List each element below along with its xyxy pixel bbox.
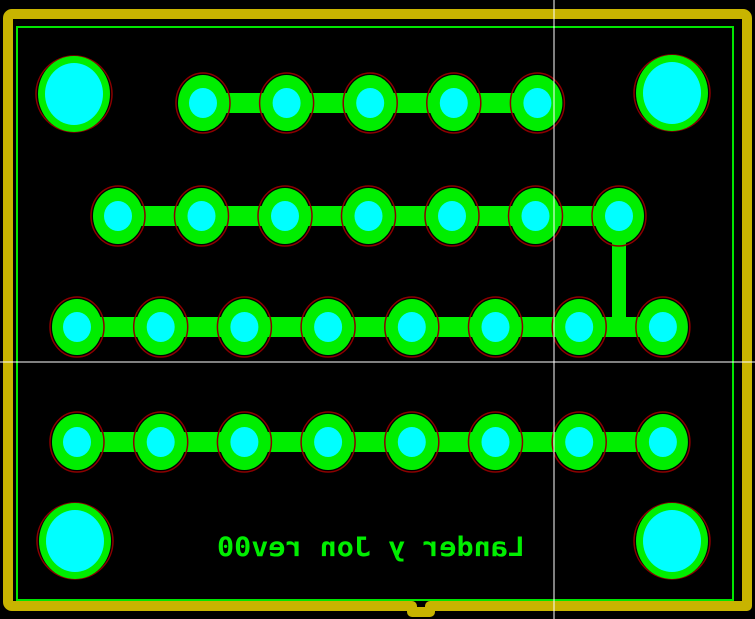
silkscreen-label: Lander y Jon rev00 (217, 532, 525, 563)
row-4-pad-7-drill (565, 427, 593, 457)
row-4-pad-2-drill (147, 427, 175, 457)
row-3-pad-5-drill (398, 312, 426, 342)
row-2-pad-4-drill (355, 201, 383, 231)
mounting-hole-top-left-drill (45, 63, 103, 125)
row-2-pad-7-drill (605, 201, 633, 231)
row-4-pad-4-drill (314, 427, 342, 457)
row-1-pad-2-drill (273, 88, 301, 118)
row-3-pad-7-drill (565, 312, 593, 342)
row-4-pad-5-drill (398, 427, 426, 457)
row-2-pad-6-drill (522, 201, 550, 231)
row-3-pad-6-drill (482, 312, 510, 342)
row-2-pad-5-drill (438, 201, 466, 231)
row-1-pad-1-drill (189, 88, 217, 118)
mounting-hole-top-right-drill (643, 62, 701, 124)
row-2-pad-3-drill (271, 201, 299, 231)
row-4-pad-6-drill (482, 427, 510, 457)
row-1-pad-4-drill (440, 88, 468, 118)
row-3-pad-8-drill (649, 312, 677, 342)
row-4-pad-3-drill (230, 427, 258, 457)
row-2-pad-2-drill (188, 201, 216, 231)
row-3-pad-1-drill (63, 312, 91, 342)
mounting-hole-bottom-right-drill (643, 510, 701, 572)
row-3-pad-4-drill (314, 312, 342, 342)
row-1-pad-5-drill (523, 88, 551, 118)
row-3-pad-3-drill (230, 312, 258, 342)
row-4-pad-1-drill (63, 427, 91, 457)
mounting-hole-bottom-left-drill (46, 510, 104, 572)
row-1-pad-3-drill (356, 88, 384, 118)
row-3-pad-2-drill (147, 312, 175, 342)
row-2-pad-1-drill (104, 201, 132, 231)
row-4-pad-8-drill (649, 427, 677, 457)
